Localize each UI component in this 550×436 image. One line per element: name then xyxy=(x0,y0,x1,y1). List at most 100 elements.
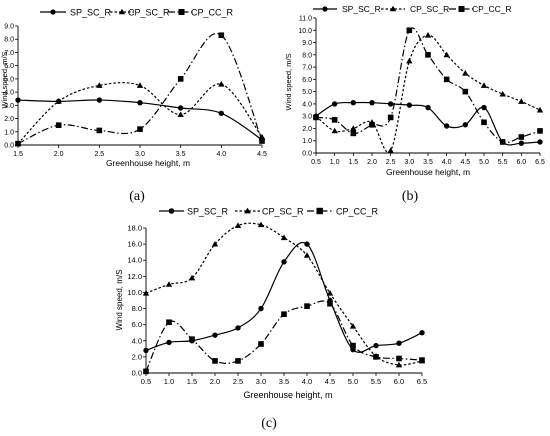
panel-a-y-tick-label: 2.0 xyxy=(4,116,14,123)
panel-b-plot-area: 0.5 1.0 1.5 2.0 2.5 3.0 3.5 4.0 4.5 5.0 5.5 6.0 6.5 0… xyxy=(298,16,545,167)
panel-c-y-tick-label: 8.0 xyxy=(132,304,142,313)
panel-c-data-point-sp-sc-r xyxy=(304,241,310,247)
panel-a-legend: SP_SC_R CP_SC_R CP_CC_R xyxy=(40,8,234,18)
panel-c-data-point-cp-sc-r xyxy=(188,274,196,281)
panel-a-y-axis-title: Wind speed, m/S xyxy=(0,51,9,108)
panel-c-data-point-cp-cc-r xyxy=(189,336,195,342)
panel-c-x-tick-label: 2.5 xyxy=(233,377,243,386)
panel-b-data-point-cp-sc-r xyxy=(462,70,469,76)
panel-c-data-point-sp-sc-r xyxy=(258,305,264,312)
panel-b-data-point-sp-sc-r xyxy=(350,99,357,106)
panel-a-data-point-cp-sc-r xyxy=(96,82,103,88)
panel-c-x-axis-title: Greenhouse height, m xyxy=(243,390,332,400)
legend-label-cp-cc-r: CP_CC_R xyxy=(191,8,234,18)
panel-c-data-point-cp-cc-r xyxy=(396,355,402,362)
panel-b-data-point-cp-sc-r xyxy=(350,125,357,131)
panel-b-y-tick-label: 0.0 xyxy=(302,151,312,158)
panel-b-x-tick-label: 4.0 xyxy=(442,159,452,166)
panel-c-data-point-sp-sc-r xyxy=(419,330,425,336)
panel-a-data-point-cp-cc-r xyxy=(96,127,103,134)
panel-a-data-point-cp-cc-r xyxy=(259,138,265,144)
panel-a-data-point-cp-cc-r xyxy=(55,122,62,128)
panel-b-x-tick-label: 3.5 xyxy=(423,159,433,166)
legend-marker-cp-cc-r xyxy=(178,9,185,15)
panel-b-y-tick-label: 5.0 xyxy=(302,89,312,96)
panel-b-y-tick-label: 11.0 xyxy=(299,16,312,23)
panel-b-data-point-sp-sc-r xyxy=(518,140,525,146)
panel-a-x-axis-title: Greenhouse height, m xyxy=(106,158,190,168)
panel-b-x-tick-label: 1.0 xyxy=(330,159,340,166)
chart-panel-a: SP_SC_R CP_SC_R CP_CC_R 1.5 2.0 2.5 3.0 3.5 4… xyxy=(0,8,267,205)
panel-c-y-tick-label: 18.0 xyxy=(127,224,142,233)
panel-a-data-point-cp-cc-r xyxy=(15,140,21,147)
panel-a-data-point-cp-sc-r xyxy=(55,98,62,104)
panel-c-data-point-cp-cc-r xyxy=(143,368,149,375)
panel-c-data-point-sp-sc-r xyxy=(281,259,287,265)
panel-c-data-point-cp-sc-r xyxy=(257,221,265,228)
panel-a-x-tick-label: 4.5 xyxy=(257,151,267,158)
panel-a-y-tick-label: 6.0 xyxy=(4,63,14,70)
panel-c-x-tick-label: 6.0 xyxy=(394,377,404,386)
panel-b-x-tick-label: 6.0 xyxy=(516,159,526,166)
panel-b-y-tick-label: 7.0 xyxy=(302,65,312,72)
panel-c-data-point-cp-cc-r xyxy=(281,311,287,317)
panel-c-data-point-sp-sc-r xyxy=(373,342,379,349)
panel-c-data-point-cp-sc-r xyxy=(303,252,311,258)
panel-b-data-point-cp-cc-r xyxy=(350,130,357,137)
panel-c-data-point-cp-cc-r xyxy=(327,300,333,307)
chart-panel-b: SP_SC_R CP_SC_R CP_CC_R 0.5 1.0 1.5 2.0 2.5 3… xyxy=(284,4,545,204)
legend-marker-cp-sc-r xyxy=(118,8,126,15)
panel-b-x-tick-label: 3.0 xyxy=(404,159,414,166)
panel-b-x-tick-label: 5.5 xyxy=(498,159,508,166)
panel-a-data-point-sp-sc-r xyxy=(137,99,143,106)
legend-label-sp-sc-r: SP_SC_R xyxy=(342,4,381,14)
legend-label-sp-sc-r: SP_SC_R xyxy=(70,8,112,18)
legend-label-cp-cc-r: CP_CC_R xyxy=(336,207,379,217)
panel-b-data-point-sp-sc-r xyxy=(406,102,413,108)
panel-a-y-tick-label: 4.0 xyxy=(4,90,14,97)
panel-b-data-point-cp-sc-r xyxy=(424,31,432,38)
panel-c-data-point-cp-cc-r xyxy=(304,303,310,309)
panel-c-data-point-cp-sc-r xyxy=(165,281,173,287)
panel-b-data-point-cp-sc-r xyxy=(443,51,450,58)
panel-c-data-point-cp-sc-r xyxy=(349,323,357,329)
panel-b-y-tick-label: 10.0 xyxy=(298,28,312,35)
legend-label-sp-sc-r: SP_SC_R xyxy=(187,207,229,217)
panel-a-y-tick-label: 8.0 xyxy=(4,37,14,44)
panel-c-plot-area: 0.5 1.0 1.5 2.0 2.5 3.0 3.5 4.0 4.5 5.0 5.5 6.0 6.5 0… xyxy=(127,221,427,386)
panel-b-data-point-cp-cc-r xyxy=(425,52,431,58)
panel-b-data-point-sp-sc-r xyxy=(443,123,450,129)
panel-a-data-point-cp-cc-r xyxy=(177,76,184,82)
panel-a-y-tick-label: 5.0 xyxy=(4,76,14,83)
panel-b-y-tick-label: 2.0 xyxy=(302,126,312,133)
legend-label-cp-cc-r: CP_CC_R xyxy=(472,4,512,14)
panel-a-x-tick-label: 3.5 xyxy=(176,151,186,158)
panel-b-data-point-cp-cc-r xyxy=(518,134,525,140)
panel-a-x-tick-label: 1.5 xyxy=(13,151,23,158)
panel-c-x-tick-label: 1.5 xyxy=(187,377,197,386)
panel-b-y-tick-label: 9.0 xyxy=(302,40,312,47)
panel-c-y-tick-label: 0.0 xyxy=(132,369,142,378)
panel-b-x-tick-label: 2.5 xyxy=(386,159,396,166)
panel-a-data-point-cp-sc-r xyxy=(136,82,144,88)
panel-c-label: (c) xyxy=(261,416,277,431)
panel-b-data-point-sp-sc-r xyxy=(369,99,375,106)
panel-a-data-point-cp-cc-r xyxy=(218,32,225,39)
panel-c-y-tick-label: 4.0 xyxy=(132,336,142,345)
panel-c-data-point-sp-sc-r xyxy=(235,325,241,331)
panel-a-label: (a) xyxy=(129,189,145,204)
panel-b-y-axis-title: Wind speed, m/S xyxy=(284,53,293,110)
panel-b-x-tick-label: 0.5 xyxy=(311,159,321,166)
panel-b-data-point-cp-cc-r xyxy=(387,114,394,121)
panel-b-y-tick-label: 8.0 xyxy=(302,52,312,59)
panel-c-y-tick-label: 6.0 xyxy=(132,320,142,329)
panel-c-data-point-cp-sc-r xyxy=(280,234,288,241)
panel-b-y-tick-label: 4.0 xyxy=(302,101,312,108)
panel-c-legend: SP_SC_R CP_SC_R CP_CC_R xyxy=(159,207,379,217)
panel-c-x-tick-label: 5.5 xyxy=(371,377,381,386)
panel-c-data-point-cp-cc-r xyxy=(166,319,172,326)
panel-a-x-tick-label: 4.0 xyxy=(216,151,226,158)
panel-c-y-axis-title: Wind speed, m/S xyxy=(115,270,124,331)
panel-c-y-tick-label: 16.0 xyxy=(127,240,142,249)
panel-c-x-tick-label: 0.5 xyxy=(141,377,151,386)
